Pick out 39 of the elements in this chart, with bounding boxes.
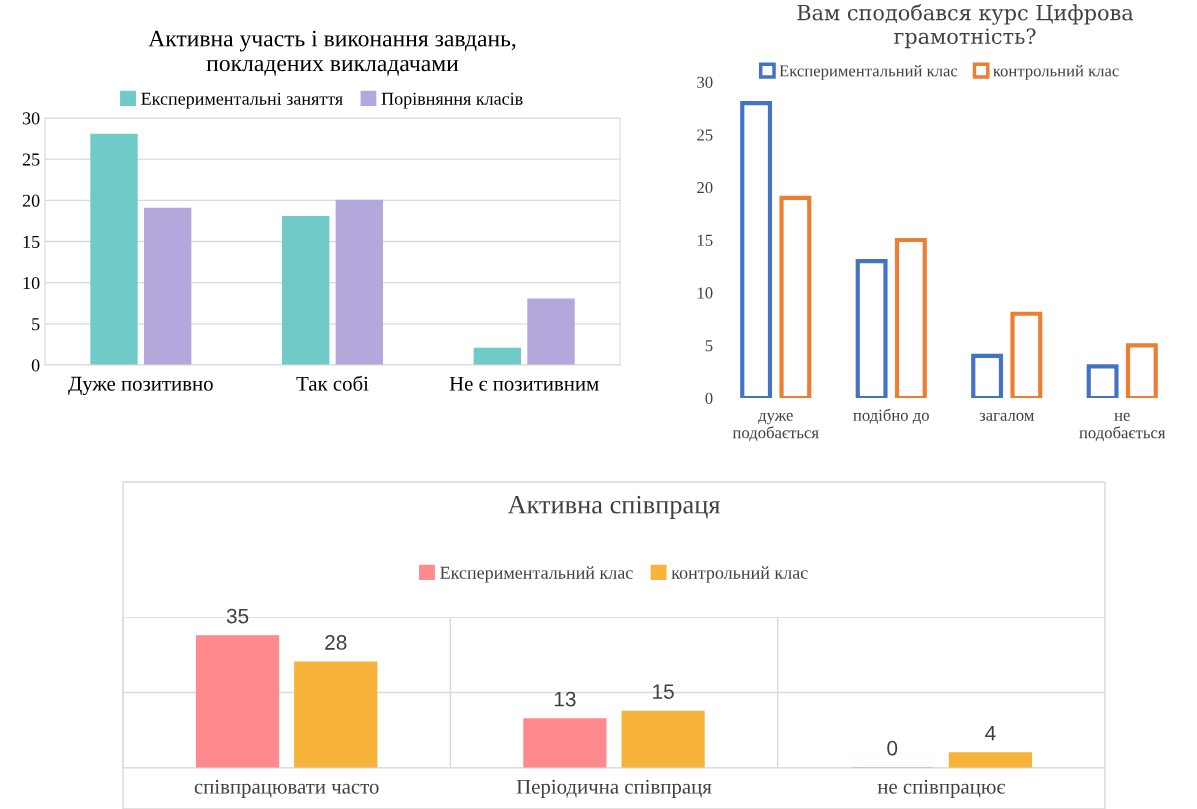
x-tick-label: Не є позитивним bbox=[449, 376, 599, 391]
x-tick-label: Дуже позитивно bbox=[68, 376, 213, 395]
chart-title: Вам сподобався курс Цифрова грамотність? bbox=[797, 4, 1134, 49]
data-label: 4 bbox=[985, 725, 996, 741]
chart-title: Активна участь і виконання завдань, покладених викладачами bbox=[148, 30, 516, 76]
data-label: 15 bbox=[653, 684, 674, 699]
y-tick-label: 5 bbox=[32, 318, 40, 331]
y-tick-label: 0 bbox=[705, 392, 713, 404]
legend-label: контрольний клас bbox=[993, 64, 1119, 80]
data-label: 13 bbox=[554, 691, 576, 707]
x-tick-label: подібно до bbox=[853, 408, 929, 424]
legend-label: Порівняння класів bbox=[381, 92, 523, 109]
y-tick-label: 10 bbox=[697, 287, 713, 299]
y-tick-label: 20 bbox=[22, 194, 40, 207]
chart-title: Активна співпраця bbox=[507, 495, 721, 519]
y-tick-label: 25 bbox=[697, 129, 713, 141]
legend-label: Експериментальний клас bbox=[779, 64, 958, 80]
x-tick-label: Періодична співпраця bbox=[516, 779, 712, 798]
x-tick-label: дуже подобається bbox=[732, 412, 819, 442]
x-tick-label: Так собі bbox=[296, 375, 369, 391]
y-tick-label: 25 bbox=[22, 153, 40, 166]
y-tick-label: 30 bbox=[22, 112, 40, 125]
legend-label: Експериментальні заняття bbox=[141, 92, 343, 109]
data-label: 28 bbox=[325, 635, 347, 650]
data-label: 35 bbox=[226, 608, 249, 624]
x-tick-label: не співпрацює bbox=[877, 779, 1006, 798]
legend-label: Експериментальний клас bbox=[440, 566, 633, 583]
y-tick-label: 5 bbox=[705, 340, 713, 352]
y-tick-label: 20 bbox=[697, 182, 713, 194]
legend-label: контрольний клас bbox=[671, 566, 808, 583]
x-tick-label: співпрацювати часто bbox=[194, 779, 379, 798]
y-tick-label: 0 bbox=[31, 359, 40, 372]
y-tick-label: 30 bbox=[697, 76, 713, 88]
data-label: 0 bbox=[887, 740, 898, 756]
x-tick-label: загалом bbox=[979, 412, 1034, 421]
y-tick-label: 15 bbox=[697, 234, 713, 246]
y-tick-label: 15 bbox=[23, 235, 40, 248]
x-tick-label: не подобається bbox=[1079, 412, 1166, 442]
y-tick-label: 10 bbox=[23, 276, 40, 290]
